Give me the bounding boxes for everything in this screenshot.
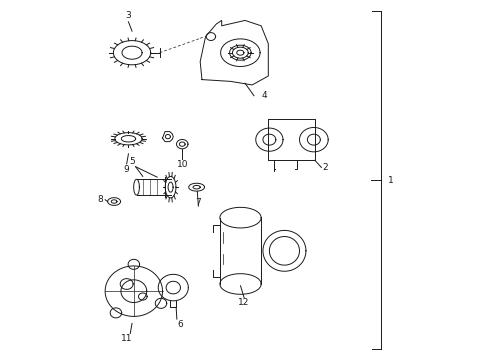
Text: 6: 6 [177, 320, 183, 329]
Text: 7: 7 [196, 198, 201, 207]
Text: 12: 12 [239, 298, 250, 307]
Text: 10: 10 [176, 159, 188, 168]
Text: 1: 1 [388, 176, 393, 185]
Text: 4: 4 [261, 91, 267, 100]
Text: 5: 5 [129, 157, 135, 166]
Text: 11: 11 [121, 334, 132, 343]
Text: 9: 9 [124, 165, 129, 174]
Text: 2: 2 [322, 163, 328, 172]
Text: 3: 3 [125, 12, 131, 21]
Text: 8: 8 [98, 195, 103, 204]
